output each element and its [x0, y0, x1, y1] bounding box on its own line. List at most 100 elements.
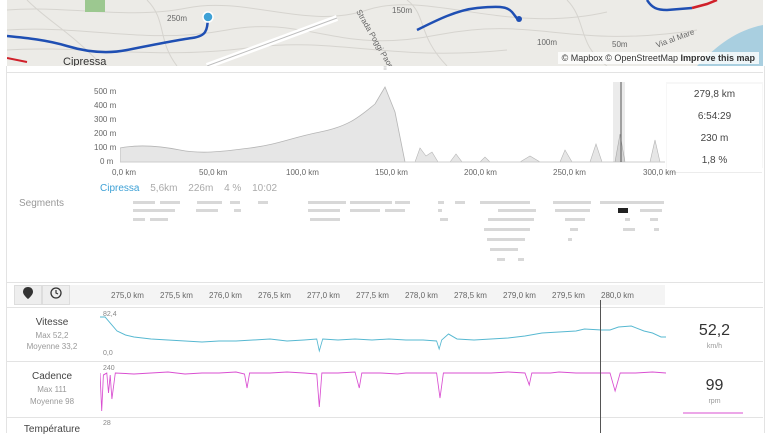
segment-bar[interactable] — [568, 238, 572, 241]
segment-bar[interactable] — [350, 201, 392, 204]
segment-bar[interactable] — [640, 209, 662, 212]
divider — [6, 361, 763, 362]
segment-bar[interactable] — [196, 209, 218, 212]
segment-bar[interactable] — [600, 201, 664, 204]
elevation-y-tick: 500 m — [94, 87, 117, 96]
cadence-unit: rpm — [708, 398, 721, 405]
speed-value: 52,2 — [698, 322, 731, 339]
map-attribution: © Mapbox © OpenStreetMap Improve this ma… — [557, 52, 759, 64]
segment-bar[interactable] — [498, 209, 536, 212]
map-pin-button[interactable] — [14, 285, 42, 305]
cadence-mini-sparkline — [683, 412, 743, 414]
segment-bar[interactable] — [133, 209, 175, 212]
segment-bar[interactable] — [310, 218, 340, 221]
speed-unit: km/h — [706, 343, 723, 350]
cadence-avg: Moyenne 98 — [29, 397, 75, 406]
segment-elevation: 226m — [188, 183, 214, 194]
speed-chart[interactable] — [100, 309, 666, 359]
elevation-y-tick: 200 m — [94, 129, 117, 138]
cadence-label: Cadence — [31, 371, 73, 382]
mapbox-credit[interactable]: © Mapbox — [561, 53, 603, 63]
segment-bar[interactable] — [565, 218, 585, 221]
content-frame — [6, 66, 765, 433]
segment-bar[interactable] — [625, 218, 630, 221]
segment-bar[interactable] — [438, 201, 444, 204]
zoom-x-tick: 277,5 km — [356, 291, 389, 300]
segment-bar[interactable] — [518, 258, 524, 261]
speed-avg: Moyenne 33,2 — [26, 342, 78, 351]
segment-highlight[interactable]: Cipressa 5,6km 226m 4 % 10:02 — [100, 183, 277, 194]
zoom-x-tick: 278,5 km — [454, 291, 487, 300]
speed-label: Vitesse — [35, 317, 69, 328]
chart-cursor[interactable] — [600, 300, 601, 433]
elevation-x-tick: 200,0 km — [464, 168, 497, 177]
segment-bar[interactable] — [623, 228, 635, 231]
zoom-selection — [613, 82, 625, 162]
contour-label: 50m — [612, 40, 628, 49]
contour-label: 100m — [537, 38, 558, 47]
segment-bar-active[interactable] — [618, 208, 628, 213]
segment-bar[interactable] — [654, 228, 659, 231]
segment-bar[interactable] — [385, 209, 405, 212]
segment-bar[interactable] — [570, 228, 578, 231]
temperature-label: Température — [23, 424, 81, 435]
segment-bar[interactable] — [553, 201, 591, 204]
segment-bar[interactable] — [484, 228, 530, 231]
zoom-x-tick: 275,5 km — [160, 291, 193, 300]
map-canvas — [7, 0, 763, 66]
segment-bar[interactable] — [150, 218, 168, 221]
osm-credit[interactable]: © OpenStreetMap — [605, 53, 678, 63]
zoom-x-tick: 279,5 km — [552, 291, 585, 300]
cadence-axis-top: 240 — [103, 365, 115, 372]
clock-button[interactable] — [42, 285, 70, 305]
park-area — [85, 0, 105, 12]
segment-bar[interactable] — [308, 209, 340, 212]
segment-bar[interactable] — [258, 201, 268, 204]
segment-grade: 4 % — [224, 183, 242, 194]
segment-bar[interactable] — [230, 201, 240, 204]
elevation-y-tick: 300 m — [94, 115, 117, 124]
segment-bar[interactable] — [488, 218, 534, 221]
segment-bar[interactable] — [133, 201, 155, 204]
cadence-chart[interactable] — [100, 363, 666, 415]
resize-handle[interactable]: ≡ — [383, 66, 387, 72]
position-marker — [202, 11, 214, 23]
elevation-y-tick: 400 m — [94, 101, 117, 110]
segment-bar[interactable] — [487, 238, 525, 241]
segments-title: Segments — [19, 198, 65, 209]
segment-bar[interactable] — [490, 248, 518, 251]
segment-bar[interactable] — [395, 201, 410, 204]
segment-bar[interactable] — [480, 201, 530, 204]
segment-bar[interactable] — [650, 218, 658, 221]
segment-bar[interactable] — [133, 218, 145, 221]
elevation-x-tick: 100,0 km — [286, 168, 319, 177]
route-line — [7, 17, 210, 54]
zoom-x-tick: 276,5 km — [258, 291, 291, 300]
segment-time: 10:02 — [252, 183, 278, 194]
zoom-x-tick: 275,0 km — [111, 291, 144, 300]
segment-bar[interactable] — [455, 201, 465, 204]
speed-line — [100, 316, 666, 353]
divider — [6, 417, 763, 418]
segment-bar[interactable] — [160, 201, 180, 204]
segment-bar[interactable] — [440, 218, 448, 221]
elevation-x-tick: 250,0 km — [553, 168, 586, 177]
route-map[interactable]: 250m 150m Strada Poggi Paorelli 100m 50m… — [7, 0, 763, 66]
segment-bar[interactable] — [497, 258, 505, 261]
segment-distance: 5,6km — [150, 183, 178, 194]
segment-bar[interactable] — [234, 209, 241, 212]
segment-bar[interactable] — [438, 209, 442, 212]
contour-label: 250m — [167, 14, 188, 23]
improve-map-link[interactable]: Improve this map — [680, 53, 755, 63]
temperature-axis-top: 28 — [103, 420, 111, 427]
speed-axis-top: 82,4 — [103, 311, 117, 318]
segment-bar[interactable] — [308, 201, 346, 204]
zoom-x-tick: 277,0 km — [307, 291, 340, 300]
segment-name[interactable]: Cipressa — [100, 183, 140, 194]
elevation-profile-chart[interactable] — [120, 82, 665, 164]
segment-bar[interactable] — [350, 209, 380, 212]
segment-bar[interactable] — [555, 209, 590, 212]
elevation-x-tick: 50,0 km — [199, 168, 228, 177]
segment-bar[interactable] — [197, 201, 222, 204]
speed-max: Max 52,2 — [35, 331, 69, 340]
